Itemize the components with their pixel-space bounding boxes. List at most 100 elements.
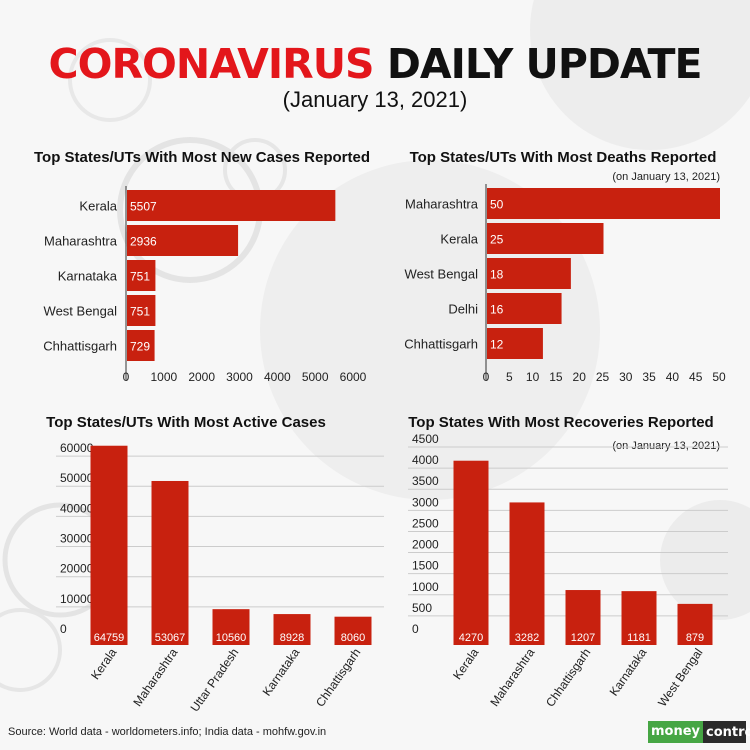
chart-2-xtick-4: 15 <box>549 370 563 384</box>
chart-3-category-label-4: Karnataka <box>260 645 303 698</box>
moneycontrol-logo: money control <box>648 721 750 743</box>
chart-1-xtick-3: 2000 <box>188 370 215 384</box>
chart-2-xtick-10: 45 <box>689 370 703 384</box>
chart-4-data-label-1: 4270 <box>459 632 483 644</box>
chart-4-data-label-5: 879 <box>686 632 704 644</box>
chart-4-subtitle: (on January 13, 2021) <box>612 440 720 452</box>
chart-1-bar-3 <box>127 260 156 291</box>
chart-2-data-label-1: 50 <box>490 198 504 212</box>
chart-3-data-label-5: 8060 <box>341 632 365 644</box>
chart-4-ytick-5: 2000 <box>412 538 439 552</box>
chart-4-category-label-3: Chhattisgarh <box>543 646 593 710</box>
chart-4-data-label-2: 3282 <box>515 632 539 644</box>
title-part-dark: DAILY UPDATE <box>386 40 703 88</box>
chart-4-ytick-7: 3000 <box>412 495 439 509</box>
page-subtitle: (January 13, 2021) <box>282 87 468 112</box>
chart-2-bar-4 <box>487 293 562 324</box>
chart-2-title: Top States/UTs With Most Deaths Reported <box>410 149 717 166</box>
chart-2-category-label-4: Delhi <box>448 302 478 317</box>
chart-1-category-label-5: Chhattisgarh <box>43 339 117 354</box>
chart-1-category-label-1: Kerala <box>79 199 117 214</box>
chart-1-category-label-4: West Bengal <box>44 304 118 319</box>
chart-4-ytick-1: 0 <box>412 622 419 636</box>
chart-1-xtick-7: 6000 <box>340 370 367 384</box>
chart-3-ytick-3: 20000 <box>60 562 94 576</box>
logo-part-money: money <box>648 721 704 743</box>
page-title: CORONAVIRUS DAILY UPDATE <box>0 40 750 88</box>
chart-3-bar-5 <box>334 616 372 645</box>
chart-1-xtick-4: 3000 <box>226 370 253 384</box>
chart-3-title: Top States/UTs With Most Active Cases <box>46 414 326 431</box>
chart-3-data-label-1: 64759 <box>94 632 125 644</box>
chart-4-category-label-2: Maharashtra <box>487 645 537 708</box>
chart-2-category-label-3: West Bengal <box>405 267 479 282</box>
chart-2-xtick-2: 5 <box>506 370 513 384</box>
chart-3-ytick-2: 10000 <box>60 592 94 606</box>
chart-2-category-label-2: Kerala <box>440 232 478 247</box>
chart-1-xtick-5: 4000 <box>264 370 291 384</box>
chart-4-bar-5 <box>677 603 713 645</box>
chart-1-bar-1 <box>127 190 336 221</box>
logo-part-control: control <box>706 724 750 740</box>
chart-3-data-label-3: 10560 <box>216 632 247 644</box>
chart-2-bar-2 <box>487 223 604 254</box>
chart-4-ytick-6: 2500 <box>412 516 439 530</box>
chart-2-xtick-3: 10 <box>526 370 540 384</box>
chart-3-category-label-2: Maharashtra <box>130 645 180 708</box>
chart-1-xtick-2: 1000 <box>150 370 177 384</box>
chart-4-bar-3 <box>565 590 601 645</box>
chart-3-data-label-4: 8928 <box>280 632 304 644</box>
chart-2-category-label-5: Chhattisgarh <box>404 337 478 352</box>
source-note: Source: World data - worldometers.info; … <box>8 726 327 738</box>
chart-4-ytick-9: 4000 <box>412 453 439 467</box>
chart-3-bar-4 <box>273 614 311 645</box>
chart-1-category-label-3: Karnataka <box>58 269 118 284</box>
chart-2-bar-3 <box>487 258 571 289</box>
chart-3-category-label-1: Kerala <box>88 645 120 682</box>
chart-2-xtick-8: 35 <box>642 370 656 384</box>
chart-3-ytick-5: 40000 <box>60 501 94 515</box>
chart-1-bar-2 <box>127 225 239 256</box>
chart-4-bar-2 <box>509 502 545 645</box>
chart-1-bar-4 <box>127 295 156 326</box>
chart-3-bar-3 <box>212 609 250 645</box>
chart-4-bar-1 <box>453 460 489 645</box>
chart-3-bar-2 <box>151 480 189 645</box>
chart-2-xtick-7: 30 <box>619 370 633 384</box>
chart-2-bar-5 <box>487 328 543 359</box>
chart-1-bar-5 <box>127 330 155 361</box>
chart-2-data-label-2: 25 <box>490 233 504 247</box>
chart-1-xtick-1: 0 <box>123 370 130 384</box>
chart-4-ytick-3: 1000 <box>412 580 439 594</box>
chart-4-category-label-4: Karnataka <box>607 645 650 698</box>
chart-2-bar-1 <box>487 188 720 219</box>
chart-2-category-label-1: Maharashtra <box>405 197 479 212</box>
chart-4-ytick-8: 3500 <box>412 474 439 488</box>
chart-1-category-label-2: Maharashtra <box>44 234 118 249</box>
chart-3-ytick-7: 60000 <box>60 441 94 455</box>
chart-4-category-label-5: West Bengal <box>655 646 705 710</box>
chart-2-data-label-4: 16 <box>490 303 504 317</box>
chart-1-title: Top States/UTs With Most New Cases Repor… <box>34 149 370 166</box>
chart-1-data-label-4: 751 <box>130 305 150 319</box>
chart-4-data-label-3: 1207 <box>571 632 595 644</box>
chart-2-xtick-9: 40 <box>666 370 680 384</box>
chart-4-ytick-2: 500 <box>412 601 432 615</box>
chart-1-data-label-2: 2936 <box>130 235 157 249</box>
chart-2-subtitle: (on January 13, 2021) <box>612 171 720 183</box>
chart-4-data-label-4: 1181 <box>627 632 651 644</box>
chart-1-data-label-1: 5507 <box>130 200 157 214</box>
chart-3-data-label-2: 53067 <box>155 632 186 644</box>
chart-2-xtick-6: 25 <box>596 370 610 384</box>
chart-4-title: Top States With Most Recoveries Reported <box>408 414 713 431</box>
chart-3-category-label-3: Uttar Pradesh <box>188 646 242 715</box>
chart-1-xtick-6: 5000 <box>302 370 329 384</box>
title-part-red: CORONAVIRUS <box>48 40 375 88</box>
chart-2-xtick-5: 20 <box>573 370 587 384</box>
chart-1-data-label-3: 751 <box>130 270 150 284</box>
chart-3-category-label-5: Chhattisgarh <box>313 646 363 710</box>
chart-4-ytick-4: 1500 <box>412 559 439 573</box>
chart-4-ytick-10: 4500 <box>412 432 439 446</box>
